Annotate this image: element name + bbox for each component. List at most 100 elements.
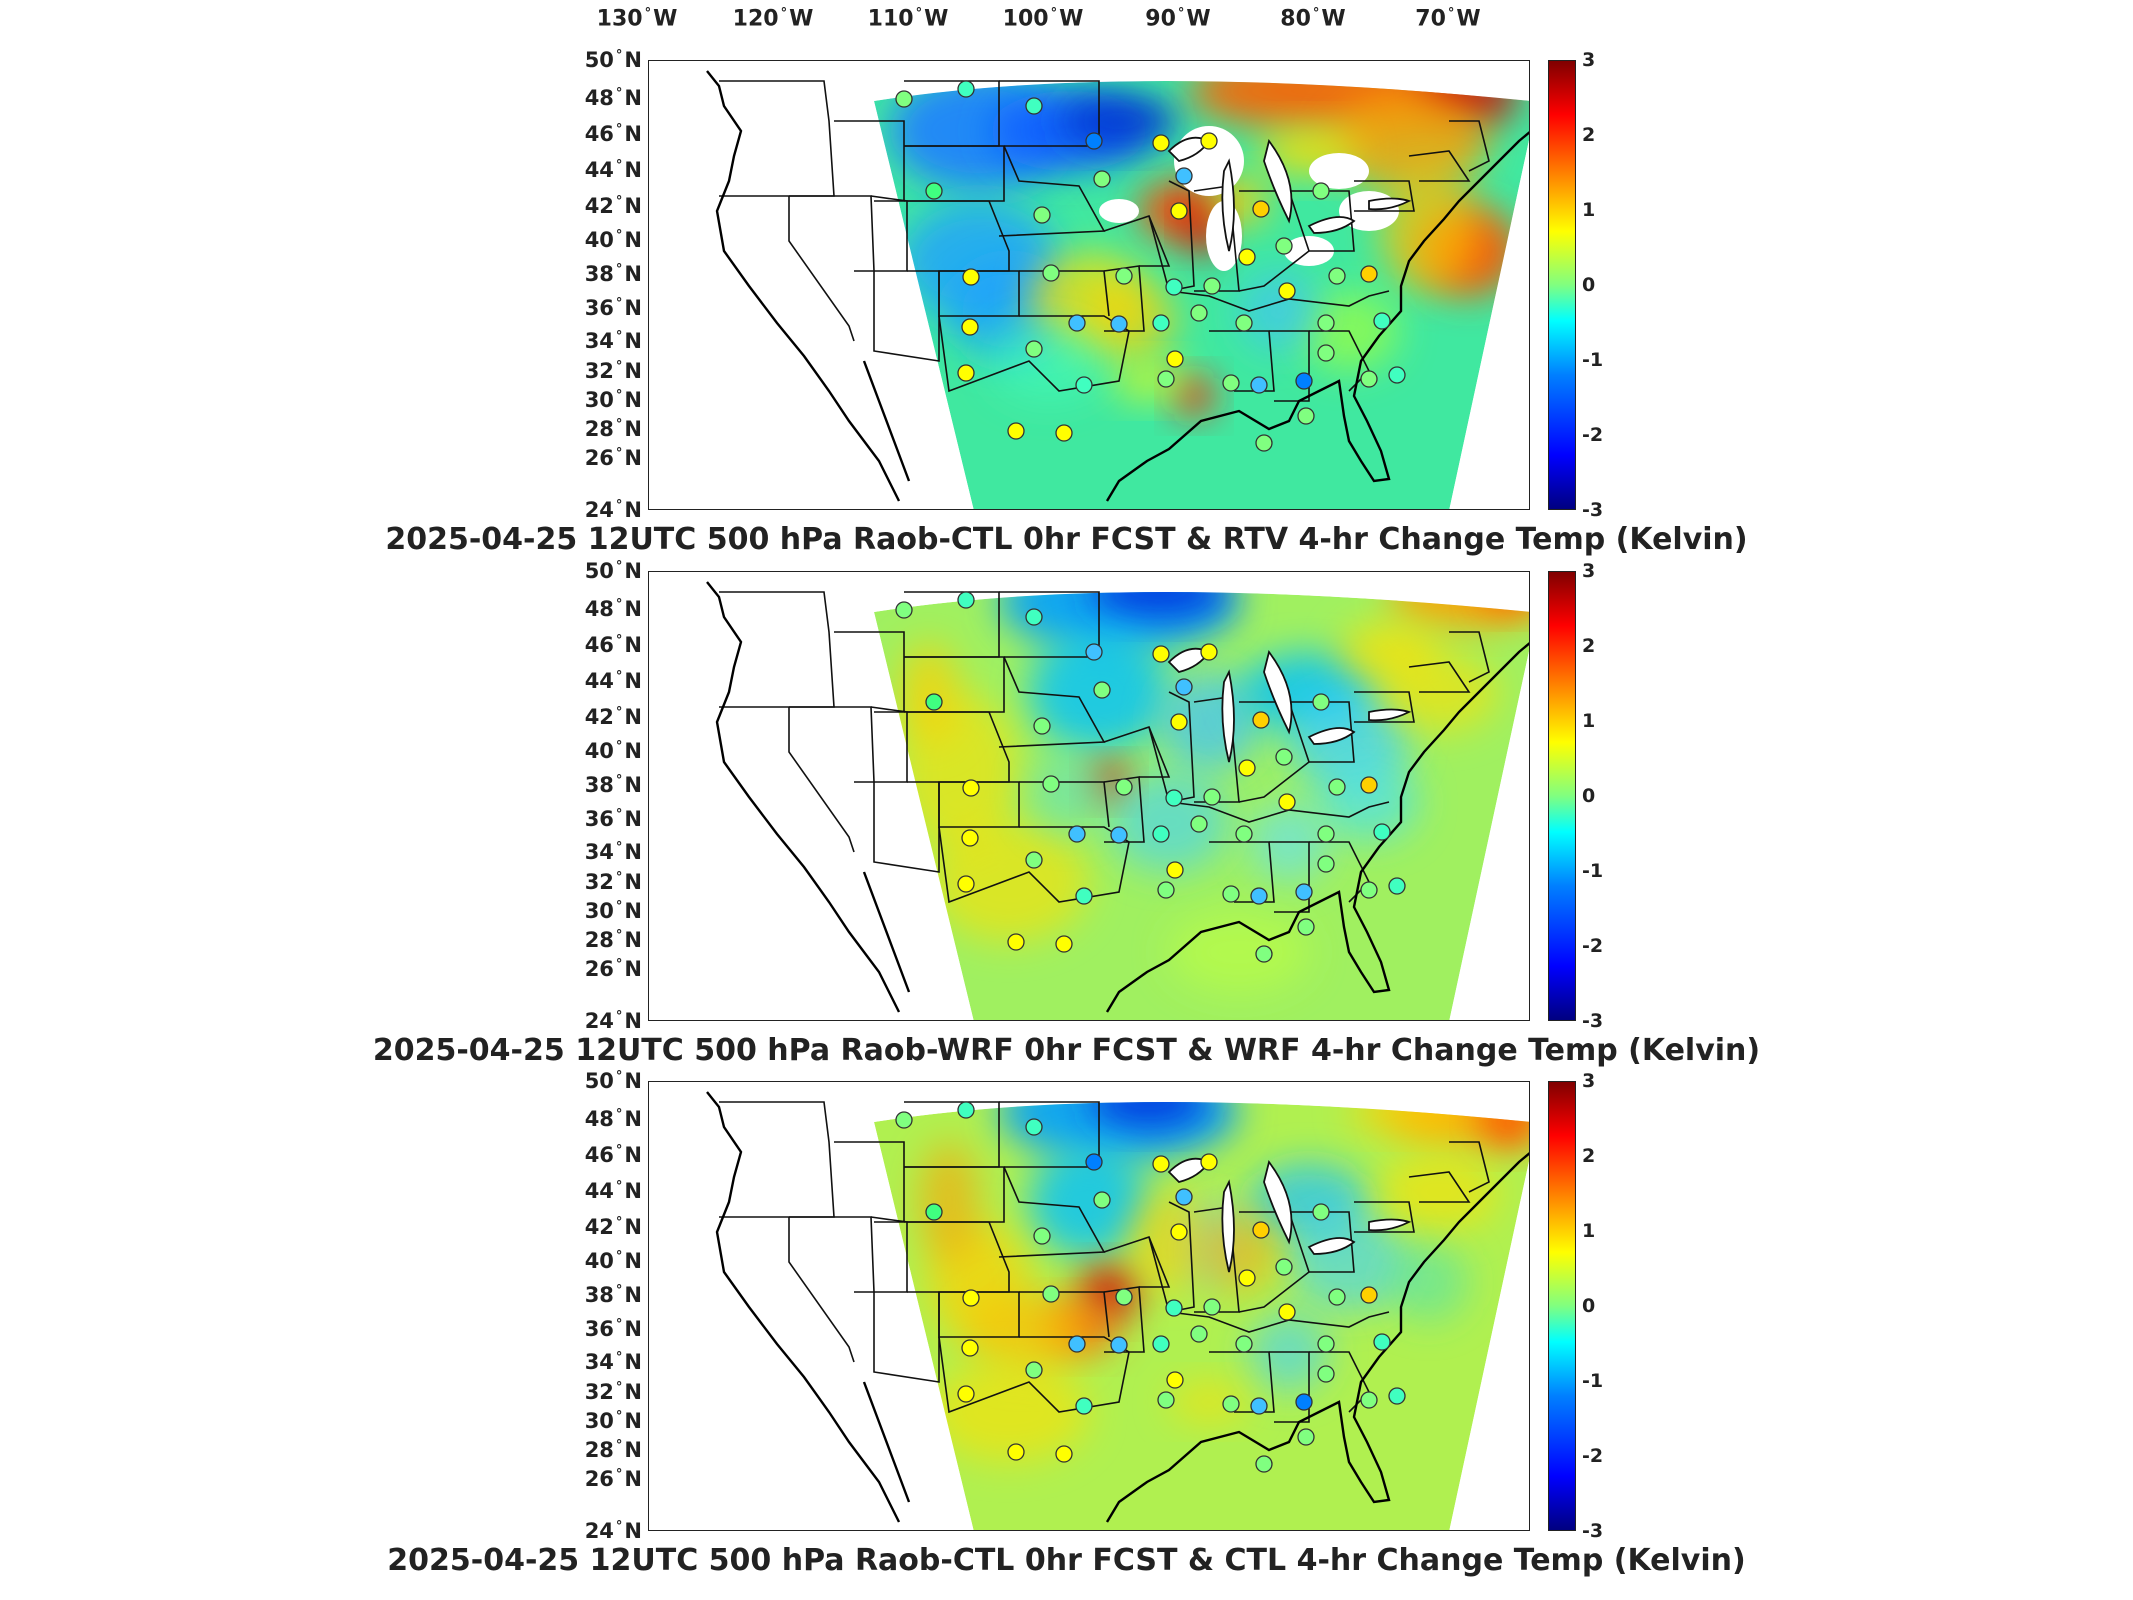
raob-station-marker	[1255, 434, 1273, 452]
state-border	[1449, 631, 1490, 683]
raob-station-marker	[1360, 1391, 1378, 1409]
raob-station-marker	[1007, 933, 1025, 951]
temperature-anomaly-region	[1389, 1242, 1469, 1322]
temperature-anomaly-region	[929, 822, 1089, 942]
state-border	[719, 80, 835, 197]
colorbar-tick-label: 0	[1582, 274, 1596, 296]
raob-station-marker	[1252, 711, 1270, 729]
latitude-axis: 50 °N 48 °N 46 °N 44 °N 42 °N 40 °N 38 °N 36 °N 34 °N 32 °N…	[560, 48, 642, 522]
map-area	[648, 1081, 1530, 1531]
raob-station-marker	[1166, 350, 1184, 368]
latitude-label: 30 °N	[584, 1408, 642, 1433]
state-border	[1148, 180, 1195, 292]
raob-station-marker	[1165, 789, 1183, 807]
raob-station-marker	[1033, 1227, 1051, 1245]
state-border	[1269, 330, 1310, 402]
panel-title: 2025-04-25 12UTC 500 hPa Raob-CTL 0hr FC…	[387, 1543, 1746, 1578]
longitude-label: 80 °W	[1280, 6, 1346, 32]
raob-station-marker	[1317, 1335, 1335, 1353]
colorbar-tick-label: 2	[1582, 124, 1596, 146]
raob-station-marker	[1360, 881, 1378, 899]
raob-station-marker	[1360, 1286, 1378, 1304]
raob-station-marker	[957, 1385, 975, 1403]
raob-station-marker	[1157, 370, 1175, 388]
state-border	[789, 706, 875, 783]
raob-station-marker	[1373, 312, 1391, 330]
state-border	[870, 1216, 908, 1293]
colorbar-tick-label: 3	[1582, 1070, 1596, 1092]
raob-station-marker	[1115, 1288, 1133, 1306]
state-border	[789, 1216, 875, 1293]
raob-station-marker	[961, 1339, 979, 1357]
raob-station-marker	[1312, 1203, 1330, 1221]
temperature-field	[874, 592, 1529, 1020]
state-border	[904, 1166, 1005, 1223]
colorbar-tick-label: 1	[1582, 199, 1596, 221]
latitude-axis: 50 °N 48 °N 46 °N 44 °N 42 °N 40 °N 38 °N 36 °N 34 °N 32 °N…	[560, 1069, 642, 1543]
raob-station-marker	[1222, 1395, 1240, 1413]
colorbar-tick-label: 2	[1582, 635, 1596, 657]
raob-station-marker	[1295, 372, 1313, 390]
panel-title: 2025-04-25 12UTC 500 hPa Raob-CTL 0hr FC…	[385, 522, 1748, 557]
latitude-label: 28 °N	[584, 417, 642, 441]
colorbar-ticks: 3 2 1 0 -1 -2 -3	[1582, 1070, 1622, 1542]
latitude-label: 48 °N	[584, 597, 642, 622]
colorbar-tick-label: -3	[1582, 499, 1604, 521]
raob-station-marker	[1025, 340, 1043, 358]
state-border	[999, 1101, 1100, 1168]
state-border	[998, 145, 1106, 237]
raob-station-marker	[1312, 182, 1330, 200]
raob-station-marker	[962, 779, 980, 797]
colorbar-tick-label: -1	[1582, 860, 1604, 882]
state-border	[1354, 1201, 1415, 1233]
raob-station-marker	[925, 1203, 943, 1221]
latitude-label: 32 °N	[584, 358, 642, 383]
latitude-axis: 50 °N 48 °N 46 °N 44 °N 42 °N 40 °N 38 °N 36 °N 34 °N 32 °N…	[560, 559, 642, 1033]
raob-station-marker	[1203, 1298, 1221, 1316]
state-border	[1103, 1236, 1171, 1288]
state-border	[870, 195, 908, 272]
raob-station-marker	[1115, 267, 1133, 285]
raob-station-marker	[1317, 1365, 1335, 1383]
latitude-label: 32 °N	[584, 1379, 642, 1404]
latitude-label: 38 °N	[584, 261, 642, 286]
raob-station-marker	[1238, 1269, 1256, 1287]
raob-station-marker	[895, 601, 913, 619]
raob-station-marker	[1093, 1191, 1111, 1209]
raob-station-marker	[1388, 366, 1406, 384]
raob-station-marker	[1222, 885, 1240, 903]
state-border	[719, 591, 835, 708]
colorbar-ticks: 3 2 1 0 -1 -2 -3	[1582, 560, 1622, 1032]
state-border	[1408, 1171, 1471, 1203]
state-border	[1148, 691, 1195, 803]
temperature-anomaly-region	[1089, 1102, 1209, 1127]
raob-station-marker	[1152, 1155, 1170, 1173]
state-border	[719, 1101, 835, 1218]
colorbar-tick-label: -2	[1582, 424, 1604, 446]
latitude-label: 36 °N	[584, 806, 642, 831]
raob-station-marker	[1278, 793, 1296, 811]
temperature-anomaly-region	[1329, 91, 1489, 191]
raob-station-marker	[1297, 918, 1315, 936]
raob-station-marker	[1373, 1333, 1391, 1351]
colorbar-tick-label: -2	[1582, 935, 1604, 957]
raob-station-marker	[1235, 825, 1253, 843]
state-border	[1269, 1351, 1310, 1423]
raob-station-marker	[1312, 693, 1330, 711]
latitude-label: 38 °N	[584, 1282, 642, 1307]
raob-station-marker	[1250, 1397, 1268, 1415]
raob-station-marker	[1025, 1361, 1043, 1379]
raob-station-marker	[1250, 376, 1268, 394]
state-border	[789, 195, 875, 272]
raob-station-marker	[1115, 778, 1133, 796]
raob-station-marker	[1275, 237, 1293, 255]
raob-station-marker	[1085, 132, 1103, 150]
latitude-label: 36 °N	[584, 1316, 642, 1341]
latitude-label: 26 °N	[584, 446, 642, 471]
raob-station-marker	[1110, 826, 1128, 844]
raob-station-marker	[1190, 815, 1208, 833]
raob-station-marker	[1317, 825, 1335, 843]
raob-station-marker	[1235, 314, 1253, 332]
colorbar-tick-label: 0	[1582, 1295, 1596, 1317]
